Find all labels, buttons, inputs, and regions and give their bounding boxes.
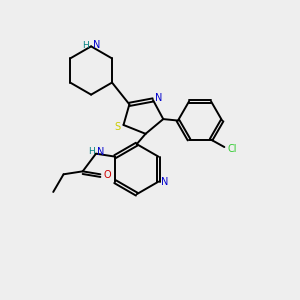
Text: N: N: [93, 40, 100, 50]
Text: O: O: [104, 170, 112, 180]
Text: S: S: [114, 122, 120, 132]
Text: N: N: [154, 93, 162, 103]
Text: N: N: [97, 147, 104, 157]
Text: H: H: [82, 41, 89, 50]
Text: Cl: Cl: [228, 143, 237, 154]
Text: N: N: [160, 177, 168, 187]
Text: H: H: [88, 147, 94, 156]
